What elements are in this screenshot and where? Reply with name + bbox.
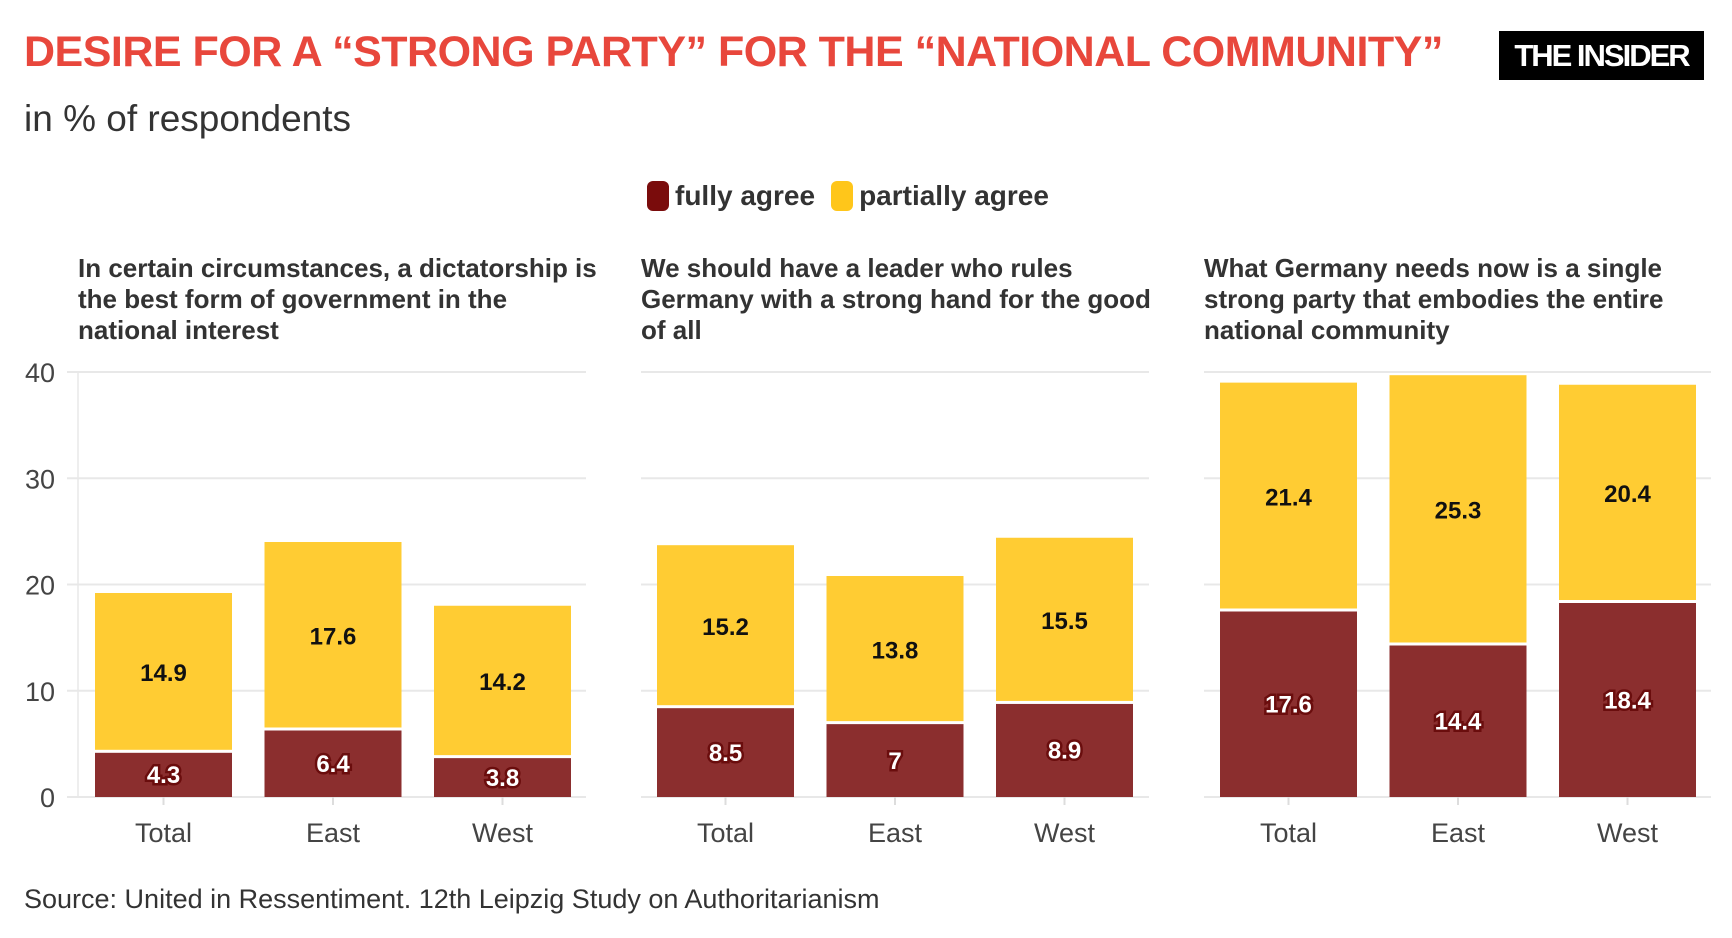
bar-partially-total <box>657 545 794 706</box>
y-tick-label: 0 <box>40 783 55 813</box>
bar-fully-west <box>434 758 571 797</box>
data-label: 21.4 <box>1265 484 1312 511</box>
legend-item-partially-agree: partially agree <box>831 180 1049 212</box>
bar-fully-east <box>1389 645 1527 797</box>
data-label: 4.3 <box>147 762 180 789</box>
bar-partially-east <box>826 576 964 722</box>
x-tick-label: West <box>1034 818 1096 848</box>
y-tick-label: 10 <box>25 677 55 707</box>
bar-partially-west <box>996 537 1133 701</box>
x-tick-label: East <box>868 818 923 848</box>
data-label: 8.5 <box>709 740 742 767</box>
panel-title-2: We should have a leader who rules German… <box>641 253 1151 345</box>
chart-title: DESIRE FOR A “STRONG PARTY” FOR THE “NAT… <box>24 28 1443 76</box>
data-label: 17.6 <box>1265 692 1312 719</box>
data-label: 15.5 <box>1041 608 1088 635</box>
x-tick-label: Total <box>697 818 754 848</box>
source-note: Source: United in Ressentiment. 12th Lei… <box>24 884 880 914</box>
chart-subtitle: in % of respondents <box>24 98 352 139</box>
legend-swatch-fully <box>647 181 669 211</box>
bar-fully-total <box>1220 611 1357 797</box>
data-label: 15.2 <box>702 614 749 641</box>
bar-fully-west <box>1559 603 1696 797</box>
data-label: 14.4 <box>1435 709 1482 736</box>
bar-partially-west <box>434 605 571 756</box>
legend: fully agree partially agree <box>647 180 1065 212</box>
bar-partially-west <box>1559 384 1696 600</box>
data-label: 8.9 <box>1048 738 1081 765</box>
bar-fully-total <box>657 708 794 797</box>
data-label: 14.2 <box>479 669 526 696</box>
bar-fully-west <box>996 703 1133 797</box>
data-label: 3.8 <box>486 765 519 792</box>
data-label: 6.4 <box>316 751 350 778</box>
bar-fully-total <box>95 752 232 797</box>
bar-partially-east <box>264 542 402 728</box>
legend-label: fully agree <box>675 180 816 211</box>
y-tick-label: 40 <box>25 358 55 388</box>
bar-partially-total <box>1220 382 1357 609</box>
data-label: 13.8 <box>872 637 919 664</box>
x-tick-label: West <box>1597 818 1659 848</box>
data-label: 20.4 <box>1604 481 1651 508</box>
x-tick-label: West <box>472 818 534 848</box>
data-label: 14.9 <box>140 660 187 687</box>
x-tick-label: East <box>306 818 361 848</box>
panel-title-1: In certain circumstances, a dictatorship… <box>78 253 597 345</box>
panel-title-3: What Germany needs now is a single stron… <box>1204 253 1664 345</box>
x-tick-label: Total <box>1260 818 1317 848</box>
legend-item-fully-agree: fully agree <box>647 180 815 212</box>
x-tick-label: Total <box>135 818 192 848</box>
data-label: 7 <box>888 748 901 775</box>
legend-swatch-partially <box>831 181 854 211</box>
legend-label: partially agree <box>859 180 1049 211</box>
bar-partially-east <box>1389 375 1527 643</box>
x-tick-label: East <box>1431 818 1486 848</box>
the-insider-logo: THE INSIDER <box>1499 31 1704 80</box>
data-label: 25.3 <box>1435 498 1482 525</box>
bar-fully-east <box>826 724 964 797</box>
bar-partially-total <box>95 593 232 750</box>
data-label: 17.6 <box>310 624 357 651</box>
y-tick-label: 30 <box>25 464 55 494</box>
bar-fully-east <box>264 730 402 797</box>
data-label: 18.4 <box>1604 687 1651 714</box>
y-tick-label: 20 <box>25 571 55 601</box>
